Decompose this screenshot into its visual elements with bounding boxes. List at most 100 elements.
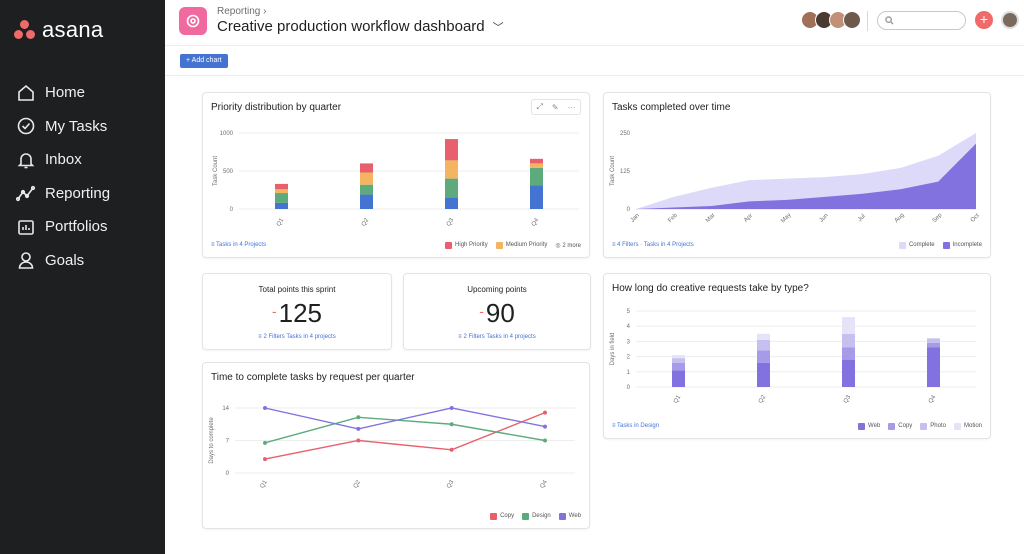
x-tick-label: Q3 (843, 394, 853, 405)
priority-distribution-card[interactable]: Priority distribution by quarter ⤢ ✎ ···… (202, 92, 590, 258)
time-to-complete-line-chart: 0 7 14 Days to complete Q1 Q2 Q3 Q4 (209, 406, 575, 489)
x-tick-label: Q4 (928, 394, 938, 405)
add-button[interactable]: + (975, 11, 993, 29)
card-filter-link[interactable]: ≡ 4 Filters · Tasks in 4 Projects (612, 242, 694, 248)
legend-label: Copy (898, 423, 913, 429)
page-title[interactable]: Creative production workflow dashboard ﹀ (217, 18, 504, 35)
header-divider (867, 11, 868, 31)
card-filter-link[interactable]: ≡ 2 Filters Tasks in 4 projects (458, 334, 536, 340)
card-filter-link[interactable]: ≡ Tasks in Design (612, 423, 660, 429)
upcoming-points-card[interactable]: Upcoming points -90 ≡ 2 Filters Tasks in… (403, 273, 591, 350)
bar-segment (757, 362, 770, 387)
legend-item: High Priority (445, 241, 488, 249)
bar-segment (672, 358, 685, 363)
bar-segment (842, 347, 855, 360)
legend-swatch (495, 241, 503, 249)
bar-segment (757, 339, 770, 351)
check-circle-icon (17, 117, 35, 135)
legend-swatch (898, 241, 906, 249)
legend-label: Medium Priority (505, 242, 548, 248)
y-axis-label: Days in field (610, 333, 616, 366)
data-point (356, 438, 361, 443)
card-filter-link[interactable]: ≡ Tasks in 4 Projects (211, 242, 267, 248)
bar-segment (275, 202, 288, 209)
project-icon[interactable] (179, 7, 207, 35)
y-tick-label: 2 (627, 355, 631, 361)
y-tick-label: 1 (627, 370, 631, 376)
expand-icon[interactable]: ⤢ (536, 102, 543, 111)
y-tick-label: 7 (226, 439, 230, 445)
data-point (543, 410, 547, 415)
legend-item: Copy (888, 422, 913, 430)
card-title: Priority distribution by quarter (211, 102, 342, 113)
sidebar-item-goals[interactable]: Goals (16, 244, 110, 278)
legend-swatch (522, 512, 530, 520)
line-series (264, 416, 546, 444)
y-tick-label: 250 (620, 131, 631, 137)
time-to-complete-card[interactable]: Time to complete tasks by request per qu… (202, 362, 590, 529)
bar-segment (842, 359, 855, 387)
bar-segment (757, 350, 770, 363)
add-chart-button[interactable]: + Add chart (180, 54, 228, 68)
chart-legend: Complete Incomplete (898, 241, 982, 249)
sidebar-item-home[interactable]: Home (16, 76, 110, 110)
legend-swatch (558, 512, 566, 520)
page-header: Reporting › Creative production workflow… (165, 0, 1024, 46)
legend-item: Motion (953, 422, 982, 430)
avatar (843, 11, 861, 29)
data-point (263, 440, 267, 445)
members-avatars[interactable] (801, 11, 861, 29)
card-title: How long do creative requests take by ty… (612, 283, 809, 294)
sidebar-item-portfolios[interactable]: Portfolios (16, 210, 110, 244)
user-avatar[interactable] (1001, 11, 1019, 29)
legend-label: Design (532, 513, 551, 519)
sidebar-item-label: Reporting (45, 184, 111, 202)
x-tick-label: Oct (970, 213, 981, 224)
data-point (543, 438, 547, 443)
sidebar-nav: Home My Tasks Inbox Reporting Portfolios… (16, 76, 110, 277)
total-points-card[interactable]: Total points this sprint -125 ≡ 2 Filter… (202, 273, 392, 350)
y-tick-label: 1000 (220, 131, 234, 137)
dash-icon: - (479, 303, 484, 319)
search-box[interactable] (877, 11, 966, 30)
x-tick-label: Q2 (361, 217, 371, 228)
legend-swatch (953, 422, 961, 430)
y-tick-label: 500 (223, 169, 234, 175)
sidebar-item-my-tasks[interactable]: My Tasks (16, 110, 110, 144)
brand-name: asana (42, 17, 104, 42)
sidebar-item-label: Portfolios (45, 218, 108, 236)
data-point (449, 422, 454, 427)
breadcrumb[interactable]: Reporting › (217, 6, 267, 17)
dash-icon: - (271, 303, 277, 319)
chevron-down-icon[interactable]: ﹀ (492, 21, 504, 34)
chart-legend: Copy Design Web (490, 512, 581, 520)
y-tick-label: 0 (627, 385, 631, 391)
legend-label: High Priority (455, 242, 488, 248)
sidebar-item-label: Inbox (45, 151, 82, 169)
sidebar-item-inbox[interactable]: Inbox (16, 143, 110, 177)
trend-line-icon (16, 186, 36, 202)
more-icon[interactable]: ··· (567, 102, 576, 112)
legend-item: Copy (490, 512, 514, 520)
x-tick-label: Q1 (673, 394, 683, 405)
legend-item: Complete (898, 241, 935, 249)
edit-icon[interactable]: ✎ (551, 102, 559, 112)
asana-logo[interactable]: asana (14, 17, 103, 43)
legend-swatch (888, 422, 896, 430)
sidebar-item-reporting[interactable]: Reporting (16, 177, 110, 211)
metric-number: 90 (485, 298, 515, 328)
x-tick-label: May (780, 212, 792, 224)
y-tick-label: 0 (627, 207, 631, 213)
creative-requests-card[interactable]: How long do creative requests take by ty… (603, 273, 991, 439)
data-point (263, 406, 267, 410)
card-filter-link[interactable]: ≡ 2 Filters Tasks in 4 projects (258, 334, 336, 340)
search-input[interactable] (898, 15, 958, 26)
legend-more[interactable]: ◎ 2 more (555, 242, 581, 249)
home-icon (18, 84, 34, 101)
bar-segment (842, 317, 855, 334)
card-title: Time to complete tasks by request per qu… (211, 372, 415, 383)
legend-label: Motion (963, 423, 982, 429)
y-tick-label: 4 (627, 324, 631, 330)
y-axis-label: Task Count (610, 156, 616, 186)
tasks-completed-card[interactable]: Tasks completed over time 0 125 250 Task Co… (603, 92, 991, 258)
